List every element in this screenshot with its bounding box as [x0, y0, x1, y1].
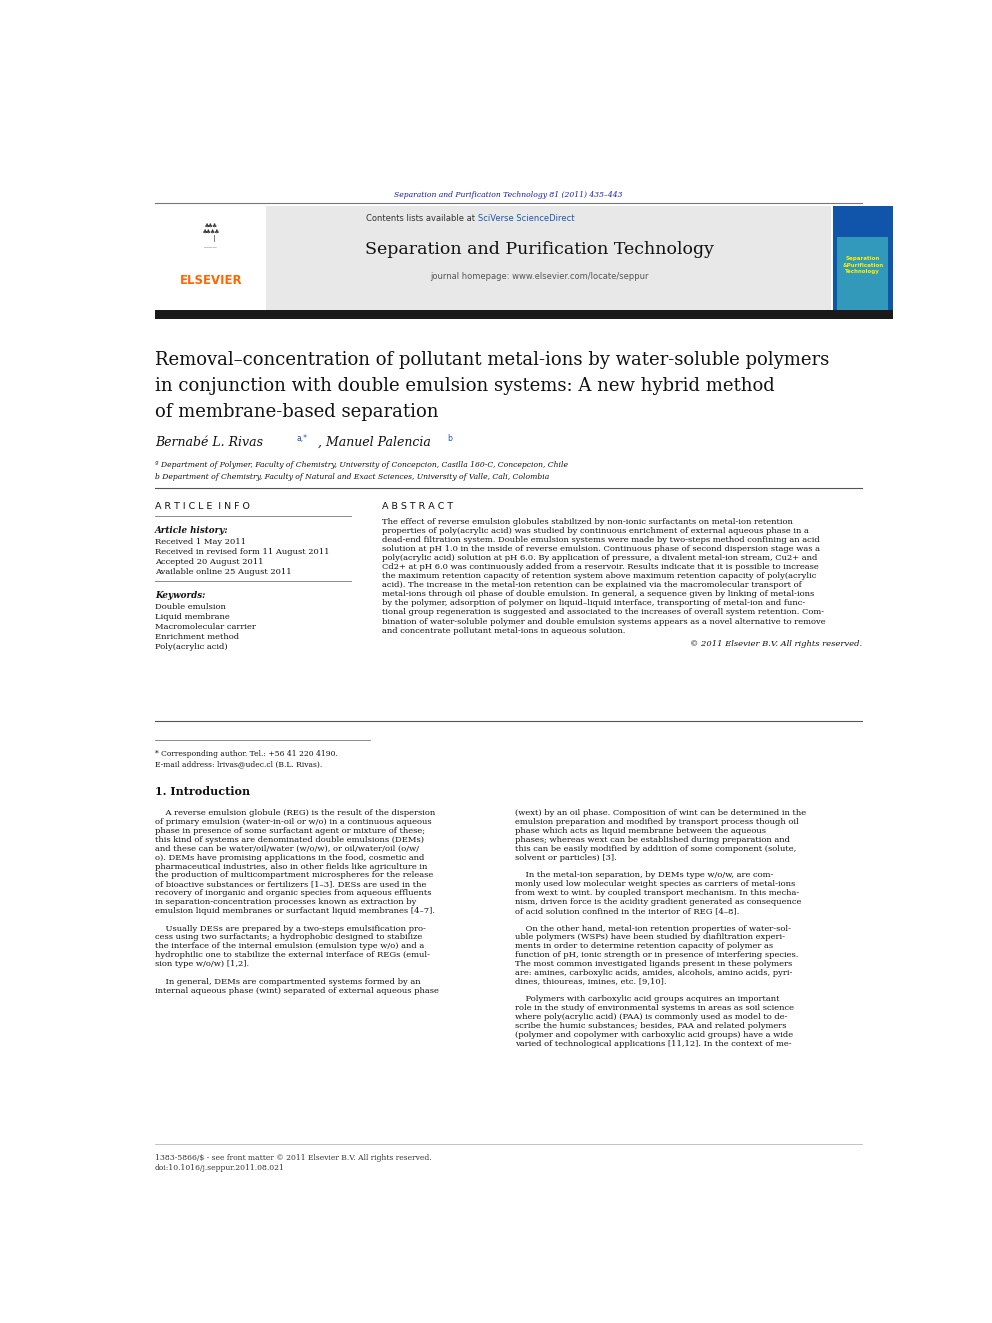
- Text: b: b: [446, 434, 451, 443]
- Text: Received in revised form 11 August 2011: Received in revised form 11 August 2011: [155, 548, 329, 557]
- Text: of bioactive substances or fertilizers [1–3]. DESs are used in the: of bioactive substances or fertilizers […: [155, 880, 427, 888]
- Text: a,*: a,*: [297, 434, 308, 443]
- Text: and concentrate pollutant metal-ions in aqueous solution.: and concentrate pollutant metal-ions in …: [382, 627, 625, 635]
- Text: ELSEVIER: ELSEVIER: [180, 274, 242, 287]
- Text: role in the study of environmental systems in areas as soil science: role in the study of environmental syste…: [515, 1004, 794, 1012]
- Text: are: amines, carboxylic acids, amides, alcohols, amino acids, pyri-: are: amines, carboxylic acids, amides, a…: [515, 968, 792, 976]
- Text: Usually DESs are prepared by a two-steps emulsification pro-: Usually DESs are prepared by a two-steps…: [155, 925, 426, 933]
- Text: emulsion preparation and modified by transport process though oil: emulsion preparation and modified by tra…: [515, 818, 799, 827]
- Text: emulsion liquid membranes or surfactant liquid membranes [4–7].: emulsion liquid membranes or surfactant …: [155, 906, 434, 914]
- Text: where poly(acrylic acid) (PAA) is commonly used as model to de-: where poly(acrylic acid) (PAA) is common…: [515, 1013, 787, 1021]
- Bar: [833, 206, 893, 315]
- Text: A reverse emulsion globule (REG) is the result of the dispersion: A reverse emulsion globule (REG) is the …: [155, 810, 435, 818]
- Text: Removal–concentration of pollutant metal-ions by water-soluble polymers
in conju: Removal–concentration of pollutant metal…: [155, 352, 829, 421]
- Text: SciVerse ScienceDirect: SciVerse ScienceDirect: [478, 213, 574, 222]
- Text: solution at pH 1.0 in the inside of reverse emulsion. Continuous phase of second: solution at pH 1.0 in the inside of reve…: [382, 545, 819, 553]
- Text: b Department of Chemistry, Faculty of Natural and Exact Sciences, University of : b Department of Chemistry, Faculty of Na…: [155, 472, 549, 482]
- Text: from wext to wint. by coupled transport mechanism. In this mecha-: from wext to wint. by coupled transport …: [515, 889, 799, 897]
- Text: Separation and Purification Technology 81 (2011) 435–443: Separation and Purification Technology 8…: [394, 191, 623, 198]
- Text: sion type w/o/w) [1,2].: sion type w/o/w) [1,2].: [155, 960, 249, 968]
- Text: the production of multicompartment microspheres for the release: the production of multicompartment micro…: [155, 872, 433, 880]
- Text: A R T I C L E  I N F O: A R T I C L E I N F O: [155, 503, 250, 511]
- Text: recovery of inorganic and organic species from aqueous effluents: recovery of inorganic and organic specie…: [155, 889, 432, 897]
- Text: Enrichment method: Enrichment method: [155, 634, 239, 642]
- Text: A B S T R A C T: A B S T R A C T: [382, 503, 452, 511]
- Text: ments in order to determine retention capacity of polymer as: ments in order to determine retention ca…: [515, 942, 773, 950]
- Text: properties of poly(acrylic acid) was studied by continuous enrichment of externa: properties of poly(acrylic acid) was stu…: [382, 527, 808, 534]
- Text: the maximum retention capacity of retention system above maximum retention capac: the maximum retention capacity of retent…: [382, 572, 816, 579]
- Text: Macromolecular carrier: Macromolecular carrier: [155, 623, 256, 631]
- Text: metal-ions through oil phase of double emulsion. In general, a sequence given by: metal-ions through oil phase of double e…: [382, 590, 813, 598]
- Text: of primary emulsion (water-in-oil or w/o) in a continuous aqueous: of primary emulsion (water-in-oil or w/o…: [155, 818, 432, 827]
- Text: 1383-5866/$ - see front matter © 2011 Elsevier B.V. All rights reserved.: 1383-5866/$ - see front matter © 2011 El…: [155, 1154, 432, 1162]
- Text: Separation
&Purification
Technology: Separation &Purification Technology: [842, 255, 884, 274]
- Text: this kind of systems are denominated double emulsions (DEMs): this kind of systems are denominated dou…: [155, 836, 424, 844]
- Text: ♣♣♣
♣♣♣♣
  |
___: ♣♣♣ ♣♣♣♣ | ___: [202, 224, 219, 247]
- Text: Accepted 20 August 2011: Accepted 20 August 2011: [155, 558, 263, 566]
- Text: Polymers with carboxylic acid groups acquires an important: Polymers with carboxylic acid groups acq…: [515, 995, 779, 1003]
- Text: dines, thioureas, imines, etc. [9,10].: dines, thioureas, imines, etc. [9,10].: [515, 978, 666, 986]
- Text: pharmaceutical industries, also in other fields like agriculture in: pharmaceutical industries, also in other…: [155, 863, 428, 871]
- Text: function of pH, ionic strength or in presence of interfering species.: function of pH, ionic strength or in pre…: [515, 951, 798, 959]
- Text: this can be easily modified by addition of some component (solute,: this can be easily modified by addition …: [515, 845, 796, 853]
- Text: The most common investigated ligands present in these polymers: The most common investigated ligands pre…: [515, 960, 792, 968]
- Text: (polymer and copolymer with carboxylic acid groups) have a wide: (polymer and copolymer with carboxylic a…: [515, 1031, 793, 1039]
- Text: Article history:: Article history:: [155, 527, 228, 534]
- Text: acid). The increase in the metal-ion retention can be explained via the macromol: acid). The increase in the metal-ion ret…: [382, 581, 802, 589]
- Text: the interface of the internal emulsion (emulsion type w/o) and a: the interface of the internal emulsion (…: [155, 942, 424, 950]
- Text: uble polymers (WSPs) have been studied by diafiltration experi-: uble polymers (WSPs) have been studied b…: [515, 934, 785, 942]
- Text: (wext) by an oil phase. Composition of wint can be determined in the: (wext) by an oil phase. Composition of w…: [515, 810, 806, 818]
- Text: The effect of reverse emulsion globules stabilized by non-ionic surfactants on m: The effect of reverse emulsion globules …: [382, 517, 793, 525]
- Text: dead-end filtration system. Double emulsion systems were made by two-steps metho: dead-end filtration system. Double emuls…: [382, 536, 819, 544]
- Text: In general, DEMs are compartmented systems formed by an: In general, DEMs are compartmented syste…: [155, 978, 421, 986]
- Text: of acid solution confined in the interior of REG [4–8].: of acid solution confined in the interio…: [515, 906, 739, 914]
- Text: E-mail address: lrivas@udec.cl (B.L. Rivas).: E-mail address: lrivas@udec.cl (B.L. Riv…: [155, 761, 322, 769]
- Bar: [837, 237, 888, 311]
- Text: Separation and Purification Technology: Separation and Purification Technology: [365, 241, 713, 258]
- Text: Liquid membrane: Liquid membrane: [155, 613, 229, 620]
- Text: scribe the humic substances; besides, PAA and related polymers: scribe the humic substances; besides, PA…: [515, 1021, 786, 1029]
- Text: phase which acts as liquid membrane between the aqueous: phase which acts as liquid membrane betw…: [515, 827, 766, 835]
- Text: Available online 25 August 2011: Available online 25 August 2011: [155, 569, 292, 577]
- Bar: [155, 311, 893, 319]
- Text: Cd2+ at pH 6.0 was continuously added from a reservoir. Results indicate that it: Cd2+ at pH 6.0 was continuously added fr…: [382, 564, 818, 572]
- Text: internal aqueous phase (wint) separated of external aqueous phase: internal aqueous phase (wint) separated …: [155, 987, 438, 995]
- Text: cess using two surfactants; a hydrophobic designed to stabilize: cess using two surfactants; a hydrophobi…: [155, 934, 422, 942]
- Text: journal homepage: www.elsevier.com/locate/seppur: journal homepage: www.elsevier.com/locat…: [430, 273, 649, 280]
- Text: solvent or particles) [3].: solvent or particles) [3].: [515, 853, 616, 861]
- Text: poly(acrylic acid) solution at pH 6.0. By application of pressure, a divalent me: poly(acrylic acid) solution at pH 6.0. B…: [382, 554, 817, 562]
- Text: phases; whereas wext can be established during preparation and: phases; whereas wext can be established …: [515, 836, 790, 844]
- Text: Keywords:: Keywords:: [155, 591, 205, 601]
- Text: varied of technological applications [11,12]. In the context of me-: varied of technological applications [11…: [515, 1040, 792, 1048]
- Text: nism, driven force is the acidity gradient generated as consequence: nism, driven force is the acidity gradie…: [515, 898, 801, 906]
- Text: phase in presence of some surfactant agent or mixture of these;: phase in presence of some surfactant age…: [155, 827, 425, 835]
- Text: by the polymer, adsorption of polymer on liquid–liquid interface, transporting o: by the polymer, adsorption of polymer on…: [382, 599, 805, 607]
- Text: In the metal-ion separation, by DEMs type w/o/w, are com-: In the metal-ion separation, by DEMs typ…: [515, 872, 773, 880]
- Text: doi:10.1016/j.seppur.2011.08.021: doi:10.1016/j.seppur.2011.08.021: [155, 1164, 285, 1172]
- Text: On the other hand, metal-ion retention properties of water-sol-: On the other hand, metal-ion retention p…: [515, 925, 791, 933]
- Text: hydrophilic one to stabilize the external interface of REGs (emul-: hydrophilic one to stabilize the externa…: [155, 951, 430, 959]
- Text: Received 1 May 2011: Received 1 May 2011: [155, 538, 246, 546]
- Bar: [155, 206, 831, 315]
- Text: Contents lists available at: Contents lists available at: [366, 213, 478, 222]
- Text: and these can be water/oil/water (w/o/w), or oil/water/oil (o/w/: and these can be water/oil/water (w/o/w)…: [155, 845, 419, 853]
- Text: tional group regeneration is suggested and associated to the increases of overal: tional group regeneration is suggested a…: [382, 609, 823, 617]
- Text: in separation-concentration processes known as extraction by: in separation-concentration processes kn…: [155, 898, 416, 906]
- Text: Poly(acrylic acid): Poly(acrylic acid): [155, 643, 227, 651]
- Text: Double emulsion: Double emulsion: [155, 603, 225, 611]
- Text: monly used low molecular weight species as carriers of metal-ions: monly used low molecular weight species …: [515, 880, 795, 888]
- Bar: [155, 206, 266, 315]
- Text: 1. Introduction: 1. Introduction: [155, 786, 250, 798]
- Text: bination of water-soluble polymer and double emulsion systems appears as a novel: bination of water-soluble polymer and do…: [382, 618, 825, 626]
- Text: o). DEMs have promising applications in the food, cosmetic and: o). DEMs have promising applications in …: [155, 853, 425, 861]
- Text: * Corresponding author. Tel.: +56 41 220 4190.: * Corresponding author. Tel.: +56 41 220…: [155, 750, 337, 758]
- Text: ª Department of Polymer, Faculty of Chemistry, University of Concepcion, Casilla: ª Department of Polymer, Faculty of Chem…: [155, 462, 567, 470]
- Text: © 2011 Elsevier B.V. All rights reserved.: © 2011 Elsevier B.V. All rights reserved…: [689, 640, 862, 648]
- Text: , Manuel Palencia: , Manuel Palencia: [317, 437, 431, 448]
- Text: Bernabé L. Rivas: Bernabé L. Rivas: [155, 437, 263, 448]
